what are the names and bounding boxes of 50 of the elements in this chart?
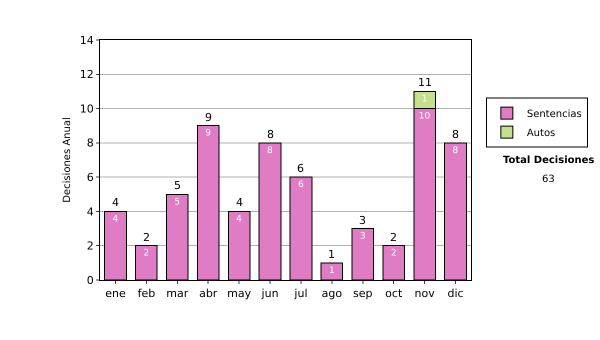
text: Total Decisiones (503, 155, 594, 166)
total-label: 9 (205, 111, 212, 124)
x-tick-label: abr (199, 287, 218, 300)
data-label: 8 (267, 146, 274, 156)
y-tick-label: 0 (86, 274, 94, 287)
data-label: 3 (360, 232, 366, 242)
x-tick-label: dic (447, 287, 464, 300)
total-label: 5 (174, 179, 181, 192)
y-tick-label: 14 (80, 34, 94, 47)
y-tick-label: 8 (86, 136, 94, 150)
data-label: 2 (390, 248, 397, 259)
x-tick-label: ene (105, 287, 126, 300)
legend-label: Sentencias (526, 109, 582, 120)
data-label: 6 (298, 180, 304, 190)
x-tick-label: feb (138, 287, 156, 300)
x-tick-label: nov (414, 287, 436, 300)
total-label: 6 (297, 162, 304, 175)
y-tick-label: 10 (80, 102, 94, 116)
total-label: 8 (452, 128, 459, 141)
data-label: 2 (144, 248, 150, 259)
x-tick-label: may (227, 287, 252, 300)
data-label: 5 (174, 197, 180, 208)
y-axis-title: Decisiones Anual (62, 117, 73, 203)
data-label: 1 (422, 94, 428, 104)
total-label: 2 (143, 231, 150, 244)
y-tick-label: 2 (86, 240, 94, 253)
total-label: 4 (236, 196, 243, 209)
total-label: 1 (328, 248, 335, 261)
total-label: 11 (418, 76, 432, 89)
legend-label: Autos (526, 128, 556, 139)
data-label: 4 (236, 214, 242, 224)
y-tick-label: 4 (86, 205, 94, 218)
total-label: 3 (359, 214, 366, 227)
data-label: 8 (452, 146, 459, 156)
data-label: 10 (418, 112, 430, 122)
x-tick-label: ago (322, 287, 342, 300)
x-tick-label: jul (293, 287, 308, 300)
total-label: 2 (390, 231, 397, 244)
text: 63 (542, 174, 555, 185)
x-tick-label: mar (166, 287, 189, 300)
x-tick-label: sep (353, 287, 373, 300)
data-label: 9 (205, 128, 212, 139)
data-label: 1 (329, 266, 335, 276)
x-tick-label: oct (385, 287, 403, 300)
x-tick-label: jun (260, 287, 279, 300)
y-tick-label: 6 (86, 170, 94, 184)
total-label: 4 (112, 196, 119, 209)
total-label: 8 (267, 128, 274, 141)
data-label: 4 (112, 214, 118, 224)
y-tick-label: 12 (80, 68, 94, 82)
